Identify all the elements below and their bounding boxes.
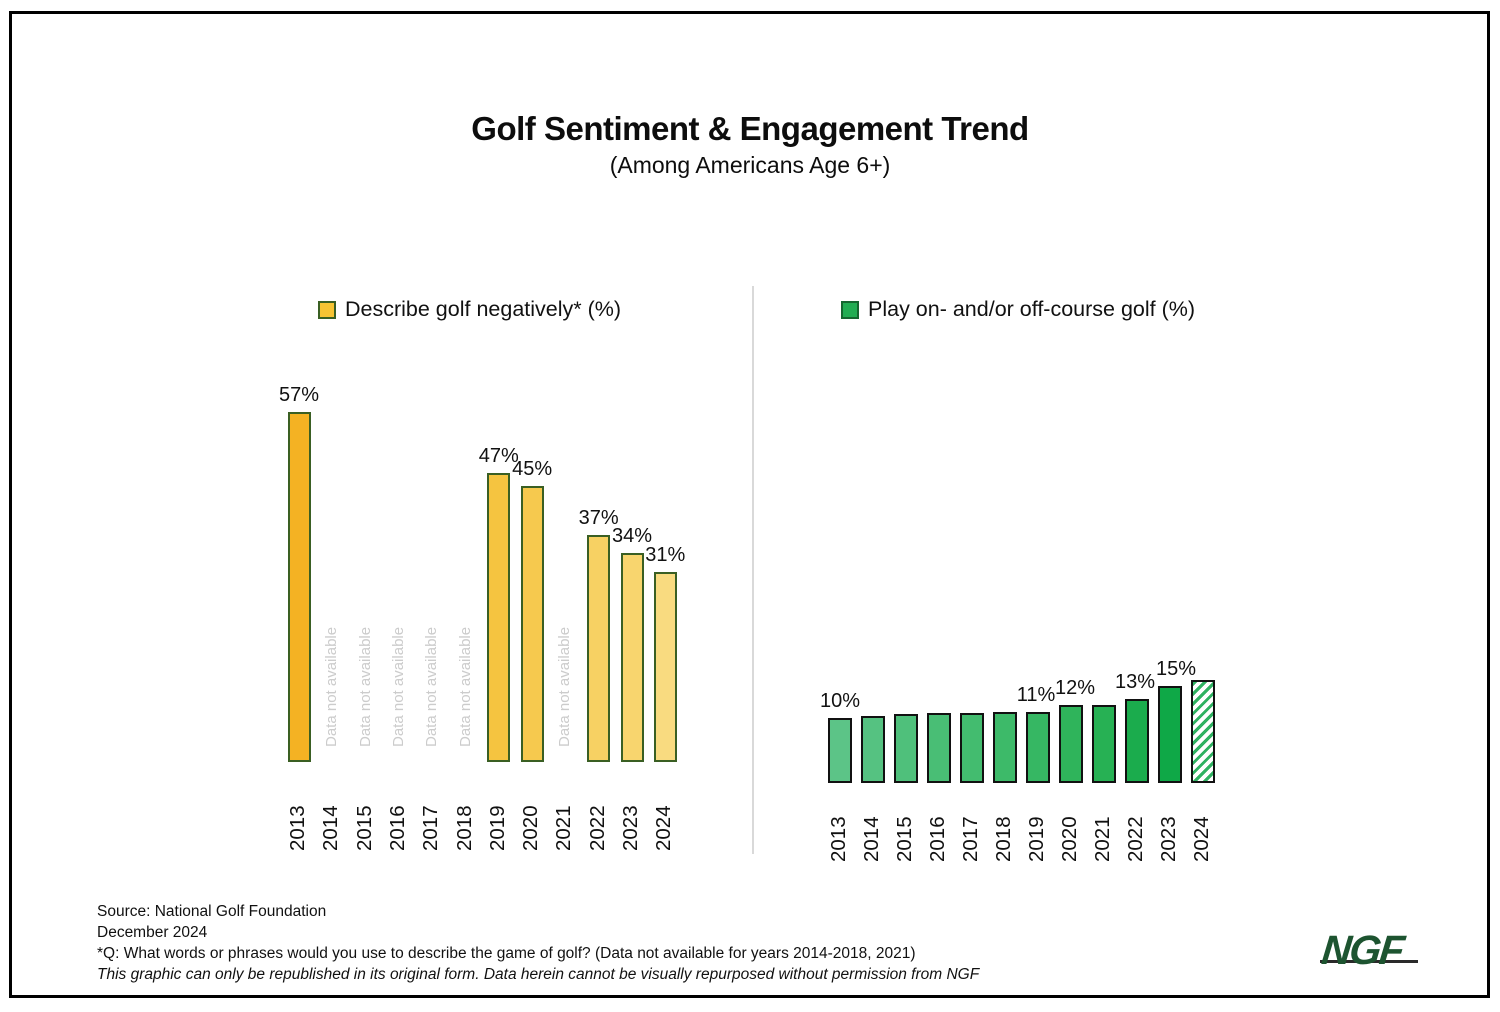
x-tick-2022: 2022 [1124, 816, 1147, 862]
x-tick-2014: 2014 [860, 816, 883, 862]
x-tick-2015: 2015 [893, 816, 916, 862]
bar-2022 [587, 534, 611, 762]
value-label-2023: 15% [1155, 657, 1197, 680]
bar-2020 [520, 485, 544, 762]
bar-2016 [927, 712, 951, 783]
x-tick-2017: 2017 [419, 805, 443, 851]
x-tick-2020: 2020 [1058, 816, 1081, 862]
bar-2020 [1059, 705, 1083, 783]
footer-source-line: Source: National Golf Foundation [97, 903, 327, 920]
legend-label-negative: Describe golf negatively* (%) [345, 297, 622, 321]
value-label-2019: 11% [1016, 683, 1056, 706]
bar-2021 [1092, 705, 1116, 783]
na-label-2017: Data not available [423, 626, 441, 747]
na-label-2018: Data not available [456, 626, 474, 747]
bar-2017 [960, 712, 984, 783]
x-tick-2021: 2021 [552, 805, 576, 851]
bar-2014 [861, 716, 885, 783]
na-label-2021: Data not available [556, 626, 574, 747]
x-tick-2020: 2020 [519, 805, 543, 851]
x-tick-2023: 2023 [619, 805, 642, 851]
na-label-2014: Data not available [323, 626, 341, 747]
bar-2019 [487, 473, 511, 762]
value-label-2024: 31% [645, 543, 686, 566]
legend-swatch-green-icon [841, 300, 859, 319]
legend-swatch-yellow-icon [318, 300, 336, 319]
bar-2015 [894, 714, 918, 783]
x-tick-2024: 2024 [1190, 816, 1213, 862]
x-tick-2017: 2017 [959, 816, 982, 862]
bar-2018 [993, 712, 1017, 783]
footer-date-line: December 2024 [97, 924, 208, 941]
page-title: Golf Sentiment & Engagement Trend [471, 110, 1029, 147]
x-tick-2016: 2016 [926, 816, 949, 862]
x-tick-2022: 2022 [585, 805, 609, 851]
bar-2013 [287, 412, 311, 762]
x-tick-2019: 2019 [485, 805, 509, 851]
x-tick-2019: 2019 [1025, 816, 1048, 862]
bar-2022 [1125, 698, 1149, 783]
x-tick-2024: 2024 [652, 805, 676, 851]
bar-2023 [620, 553, 644, 762]
legend-engagement: Play on- and/or off-course golf (%) [841, 297, 1195, 322]
legend-label-engagement: Play on- and/or off-course golf (%) [868, 297, 1196, 321]
x-tick-2014: 2014 [319, 805, 343, 851]
value-label-2020: 12% [1054, 677, 1096, 699]
page-subtitle: (Among Americans Age 6+) [609, 152, 891, 178]
bar-2013 [828, 718, 852, 783]
bar-2024 [653, 571, 677, 762]
x-tick-2023: 2023 [1157, 816, 1180, 862]
x-tick-2018: 2018 [992, 816, 1015, 862]
x-tick-2013: 2013 [286, 805, 309, 851]
x-tick-2016: 2016 [385, 805, 409, 851]
bar-2024 [1191, 680, 1215, 783]
value-label-2019: 47% [478, 445, 519, 468]
value-label-2022: 37% [578, 506, 619, 529]
bar-2023 [1158, 685, 1182, 783]
value-label-2013: 57% [278, 384, 320, 407]
ngf-logo-underline [1320, 960, 1418, 963]
value-label-2022: 13% [1114, 670, 1156, 693]
footer: Source: National Golf Foundation Decembe… [97, 901, 979, 985]
footer-disclaimer-line: This graphic can only be republished in … [97, 966, 980, 983]
panel-divider [752, 286, 754, 854]
x-tick-2013: 2013 [827, 816, 850, 862]
value-label-2020: 45% [512, 457, 553, 480]
ngf-logo: NGF [1319, 927, 1432, 980]
ngf-logo-text: NGF [1319, 927, 1405, 973]
na-label-2016: Data not available [389, 626, 407, 747]
footer-question-line: *Q: What words or phrases would you use … [97, 945, 916, 962]
na-label-2015: Data not available [356, 626, 374, 747]
value-label-2013: 10% [819, 690, 861, 712]
x-tick-2021: 2021 [1091, 816, 1114, 862]
x-tick-2015: 2015 [352, 805, 376, 851]
bar-2019 [1026, 711, 1050, 783]
legend-negative-sentiment: Describe golf negatively* (%) [318, 297, 621, 322]
value-label-2023: 34% [611, 525, 653, 548]
x-tick-2018: 2018 [452, 805, 476, 851]
